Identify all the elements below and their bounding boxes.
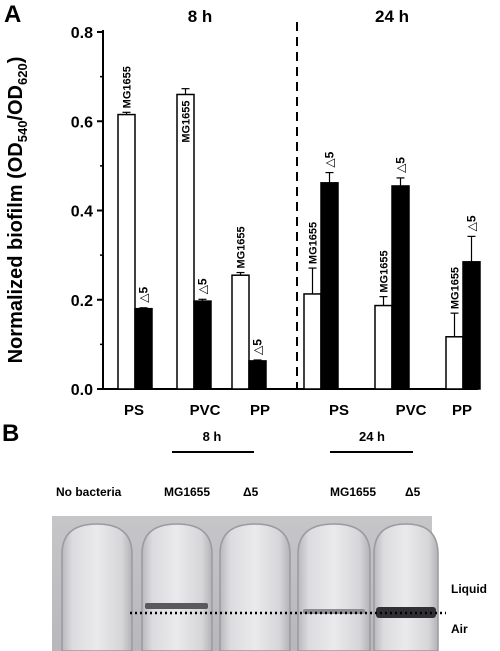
biofilm-ring-mg1655-8h xyxy=(145,603,208,609)
x-category-label: PP xyxy=(250,402,270,419)
chart-labels: 8 h 24 h MG1655 △5 PS MG1655 △5 PVC MG1655 △5 PP MG… xyxy=(122,7,479,419)
air-label: Air xyxy=(451,622,468,636)
bar-delta5 xyxy=(320,182,339,390)
time-label-24h: 24 h xyxy=(359,429,385,444)
y-tick-label: 0.0 xyxy=(71,382,93,399)
label-mg1655-24h: MG1655 xyxy=(330,485,376,499)
x-category-label: PP xyxy=(452,402,472,419)
figure-panel-b: B 8 h 24 h No bacteria MG1655 Δ5 MG1655 … xyxy=(2,420,487,651)
y-tick-label: 0.4 xyxy=(71,204,93,221)
bar-label-mg1655: MG1655 xyxy=(181,100,193,142)
bar-label-mg1655: MG1655 xyxy=(122,66,134,108)
biofilm-ring-mg1655-24h xyxy=(303,609,365,614)
bar-label-mg1655: MG1655 xyxy=(308,222,320,264)
bar-mg1655 xyxy=(231,274,250,390)
bar-mg1655 xyxy=(117,113,136,390)
label-delta5-8h: Δ5 xyxy=(243,485,259,499)
label-no-bacteria: No bacteria xyxy=(56,485,122,499)
bar-delta5 xyxy=(248,360,267,390)
bar-mg1655 xyxy=(445,336,464,390)
bar-label-delta5: △5 xyxy=(465,215,479,231)
y-tick-label: 0.8 xyxy=(71,25,93,42)
bar-label-mg1655: MG1655 xyxy=(379,250,391,292)
x-category-label: PVC xyxy=(190,402,221,419)
x-category-label: PS xyxy=(124,402,144,419)
bar-label-delta5: △5 xyxy=(394,157,408,173)
bar-delta5 xyxy=(462,261,481,390)
bar-label-mg1655: MG1655 xyxy=(450,267,462,309)
y-axis-title: Normalized biofilm (OD540/OD620) xyxy=(5,57,30,364)
label-delta5-24h: Δ5 xyxy=(405,485,421,499)
bar-mg1655 xyxy=(303,293,322,390)
y-tick-label: 0.2 xyxy=(71,293,93,310)
tube-no-bacteria xyxy=(61,523,133,651)
tube-mg1655-8h xyxy=(141,523,213,651)
y-tick-label: 0.6 xyxy=(71,114,93,131)
panel-b-letter: B xyxy=(2,420,19,447)
bar-delta5 xyxy=(134,307,153,390)
panel-a-letter: A xyxy=(4,1,21,28)
time-label-8h: 8 h xyxy=(203,429,222,444)
bar-label-delta5: △5 xyxy=(137,287,151,303)
group-title: 8 h xyxy=(188,7,213,26)
tube-delta5-8h xyxy=(219,523,291,651)
chart-bars xyxy=(117,88,481,390)
bar-label-mg1655: MG1655 xyxy=(236,226,248,268)
chart-axes: 0.0 0.2 0.4 0.6 0.8 xyxy=(71,22,478,399)
x-category-label: PVC xyxy=(396,402,427,419)
tube-delta5-24h xyxy=(373,523,439,651)
bar-label-delta5: △5 xyxy=(196,278,210,294)
liquid-label: Liquid xyxy=(451,582,487,596)
label-mg1655-8h: MG1655 xyxy=(164,485,210,499)
x-category-label: PS xyxy=(329,402,349,419)
bar-label-delta5: △5 xyxy=(251,339,265,355)
bar-label-delta5: △5 xyxy=(323,151,337,167)
bar-delta5 xyxy=(193,300,212,390)
tube-mg1655-24h xyxy=(297,523,371,651)
bar-mg1655 xyxy=(374,304,393,390)
group-title: 24 h xyxy=(375,7,409,26)
bar-delta5 xyxy=(391,185,410,390)
